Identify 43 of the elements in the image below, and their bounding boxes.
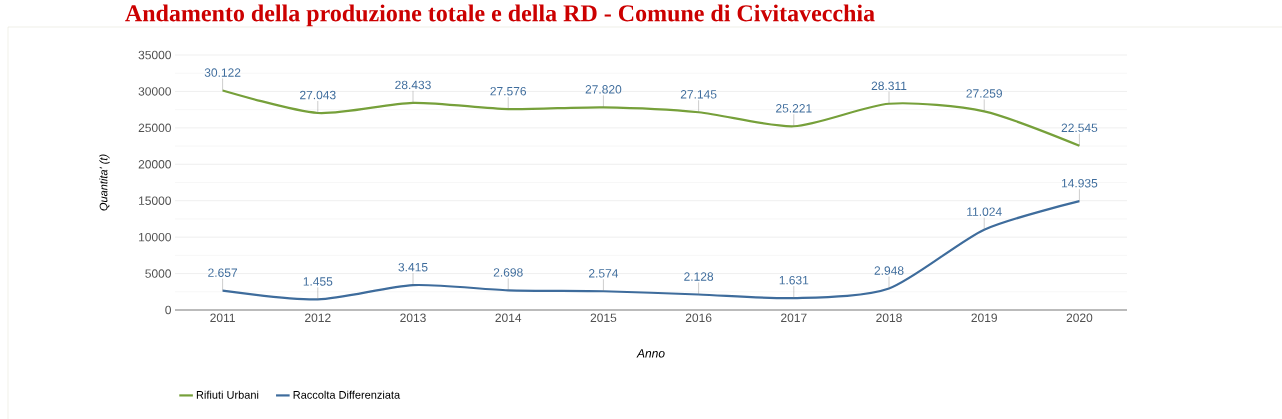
x-tick-label: 2014 [495,313,522,323]
data-label: 2.128 [684,272,714,281]
y-tick-label: 35000 [138,50,171,60]
data-label: 28.311 [871,81,907,91]
data-label: 27.820 [585,85,622,94]
y-axis-title: Quantita' (t) [99,154,110,211]
x-tick-label: 2020 [1066,313,1093,323]
data-label: 1.455 [303,277,333,286]
x-axis-title: Anno [636,349,665,358]
y-tick-label: 15000 [139,196,171,205]
legend-label: Rifiuti Urbani [196,390,259,399]
data-label: 2.948 [874,266,904,275]
data-label: 27.576 [490,86,527,96]
y-tick-label: 25000 [138,123,171,133]
y-tick-label: 10000 [139,232,171,242]
chart-title: Andamento della produzione totale e della RD - Comune di Civitavecchia [125,4,875,27]
data-label: 14.935 [1061,179,1098,188]
data-label: 2.657 [208,268,238,277]
x-tick-label: 2016 [685,313,712,323]
x-tick-label: 2013 [400,313,426,323]
data-label: 27.043 [300,90,336,100]
y-tick-label: 20000 [138,160,171,169]
x-tick-label: 2015 [590,313,617,323]
y-tick-label: 5000 [145,269,172,278]
x-tick-label: 2018 [876,313,902,323]
data-label: 27.259 [966,89,1002,98]
data-label: 11.024 [967,207,1002,216]
data-label: 28.433 [395,80,431,90]
data-label: 22.545 [1061,123,1098,133]
y-tick-label: 0 [165,305,172,315]
data-label: 25.221 [776,104,812,113]
legend-label: Raccolta Differenziata [293,390,401,399]
x-tick-label: 2012 [305,313,331,323]
y-tick-label: 30000 [138,87,171,96]
x-tick-label: 2017 [781,313,807,323]
data-label: 30.122 [204,68,241,77]
data-label: 1.631 [779,275,809,285]
data-label: 2.698 [493,268,523,277]
x-tick-label: 2019 [971,313,997,323]
data-label: 27.145 [680,90,717,99]
x-tick-label: 2011 [210,313,235,323]
data-label: 3.415 [398,262,428,272]
data-label: 2.574 [589,269,619,278]
